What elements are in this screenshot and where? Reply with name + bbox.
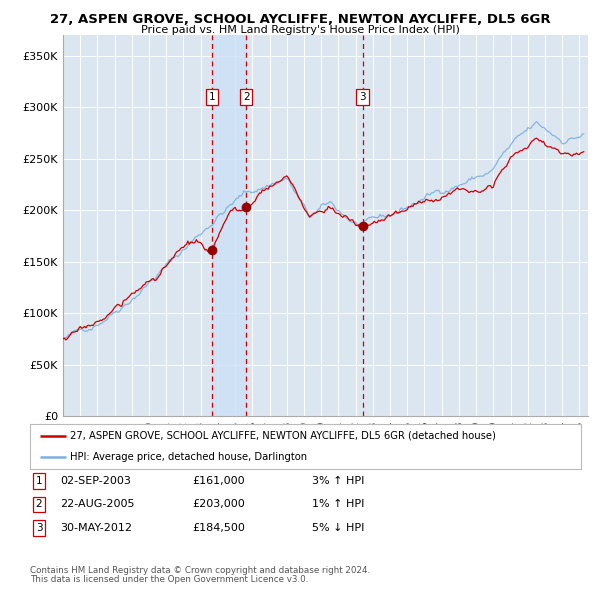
Text: Contains HM Land Registry data © Crown copyright and database right 2024.: Contains HM Land Registry data © Crown c… (30, 566, 370, 575)
Text: £161,000: £161,000 (192, 476, 245, 486)
Text: 1: 1 (35, 476, 43, 486)
Text: 22-AUG-2005: 22-AUG-2005 (60, 500, 134, 509)
Text: 3: 3 (35, 523, 43, 533)
Text: 5% ↓ HPI: 5% ↓ HPI (312, 523, 364, 533)
Text: 27, ASPEN GROVE, SCHOOL AYCLIFFE, NEWTON AYCLIFFE, DL5 6GR (detached house): 27, ASPEN GROVE, SCHOOL AYCLIFFE, NEWTON… (70, 431, 496, 441)
Text: £203,000: £203,000 (192, 500, 245, 509)
Text: 02-SEP-2003: 02-SEP-2003 (60, 476, 131, 486)
Text: 27, ASPEN GROVE, SCHOOL AYCLIFFE, NEWTON AYCLIFFE, DL5 6GR: 27, ASPEN GROVE, SCHOOL AYCLIFFE, NEWTON… (50, 13, 550, 26)
Text: 1% ↑ HPI: 1% ↑ HPI (312, 500, 364, 509)
Text: This data is licensed under the Open Government Licence v3.0.: This data is licensed under the Open Gov… (30, 575, 308, 584)
Text: HPI: Average price, detached house, Darlington: HPI: Average price, detached house, Darl… (70, 452, 307, 462)
Text: 3% ↑ HPI: 3% ↑ HPI (312, 476, 364, 486)
Text: 2: 2 (35, 500, 43, 509)
Bar (212, 35, 246, 416)
Text: 30-MAY-2012: 30-MAY-2012 (60, 523, 132, 533)
Text: £184,500: £184,500 (192, 523, 245, 533)
Text: 1: 1 (209, 92, 215, 102)
Text: 3: 3 (359, 92, 366, 102)
Text: Price paid vs. HM Land Registry's House Price Index (HPI): Price paid vs. HM Land Registry's House … (140, 25, 460, 35)
Text: 2: 2 (243, 92, 250, 102)
